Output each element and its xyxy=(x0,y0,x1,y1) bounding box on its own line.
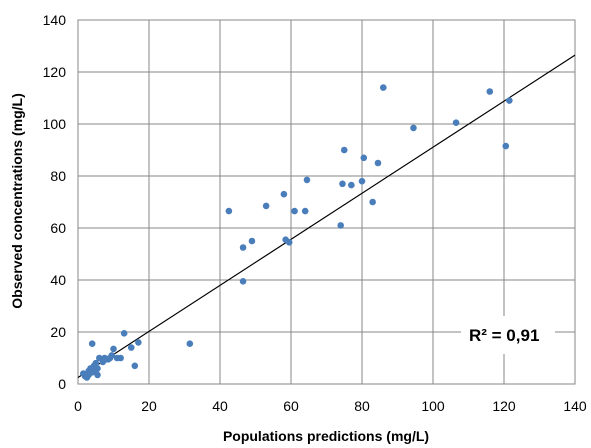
y-tick-label: 120 xyxy=(43,64,67,80)
data-point xyxy=(486,88,494,95)
data-point xyxy=(248,237,256,245)
data-point xyxy=(358,177,366,185)
plot-frame xyxy=(77,19,576,385)
data-point xyxy=(340,146,348,154)
data-point xyxy=(186,340,194,348)
x-tick-label: 140 xyxy=(563,398,587,414)
data-point xyxy=(301,207,309,215)
data-point xyxy=(374,159,382,167)
data-point xyxy=(502,142,510,150)
data-point xyxy=(348,181,355,189)
data-point xyxy=(369,198,376,206)
y-tick-label: 0 xyxy=(58,376,66,392)
grid-lines xyxy=(77,19,576,385)
x-tick-label: 80 xyxy=(354,398,370,414)
trendline-path xyxy=(77,54,576,379)
y-axis-title: Observed concentrations (mg/L) xyxy=(9,93,25,308)
x-tick-label: 100 xyxy=(421,398,445,414)
data-point xyxy=(239,244,247,251)
data-point xyxy=(88,340,96,348)
data-point xyxy=(94,365,101,372)
y-tick-label: 80 xyxy=(50,168,66,184)
data-point xyxy=(280,190,288,198)
y-tick-label: 100 xyxy=(43,116,67,132)
data-point xyxy=(506,97,513,104)
y-tick-label: 140 xyxy=(43,12,67,28)
annotation-box xyxy=(461,316,555,354)
x-axis-ticks: 0 20 40 60 80 100 120 140 xyxy=(74,398,587,414)
r-squared-annotation: R² = 0,91 xyxy=(469,326,539,345)
x-tick-label: 40 xyxy=(212,398,228,414)
data-point xyxy=(117,354,124,362)
data-point xyxy=(452,119,460,126)
data-point xyxy=(380,84,387,91)
data-points xyxy=(80,84,513,381)
data-point xyxy=(108,352,116,359)
data-point xyxy=(339,180,346,188)
data-point xyxy=(120,330,128,337)
x-tick-label: 0 xyxy=(74,398,82,414)
data-point xyxy=(262,202,270,210)
data-point xyxy=(410,124,417,132)
data-point xyxy=(337,222,345,229)
data-point xyxy=(360,154,368,162)
data-point xyxy=(291,207,298,215)
plot-area xyxy=(77,19,576,385)
y-tick-label: 40 xyxy=(50,272,66,288)
data-point xyxy=(92,359,100,367)
data-point xyxy=(94,371,101,379)
x-tick-label: 60 xyxy=(283,398,299,414)
y-tick-label: 20 xyxy=(50,324,66,340)
data-point xyxy=(225,207,233,215)
y-tick-label: 60 xyxy=(50,220,66,236)
x-tick-label: 120 xyxy=(492,398,516,414)
data-point xyxy=(239,278,247,285)
x-axis-title: Populations predictions (mg/L) xyxy=(223,428,429,444)
data-point xyxy=(131,362,139,370)
data-point xyxy=(135,339,142,346)
x-tick-label: 20 xyxy=(141,398,157,414)
y-axis-ticks: 0 20 40 60 80 100 120 140 xyxy=(43,12,67,392)
trendline xyxy=(77,54,576,379)
data-point xyxy=(303,176,311,184)
data-point xyxy=(110,345,117,353)
data-point xyxy=(127,344,135,351)
data-point xyxy=(285,239,293,246)
